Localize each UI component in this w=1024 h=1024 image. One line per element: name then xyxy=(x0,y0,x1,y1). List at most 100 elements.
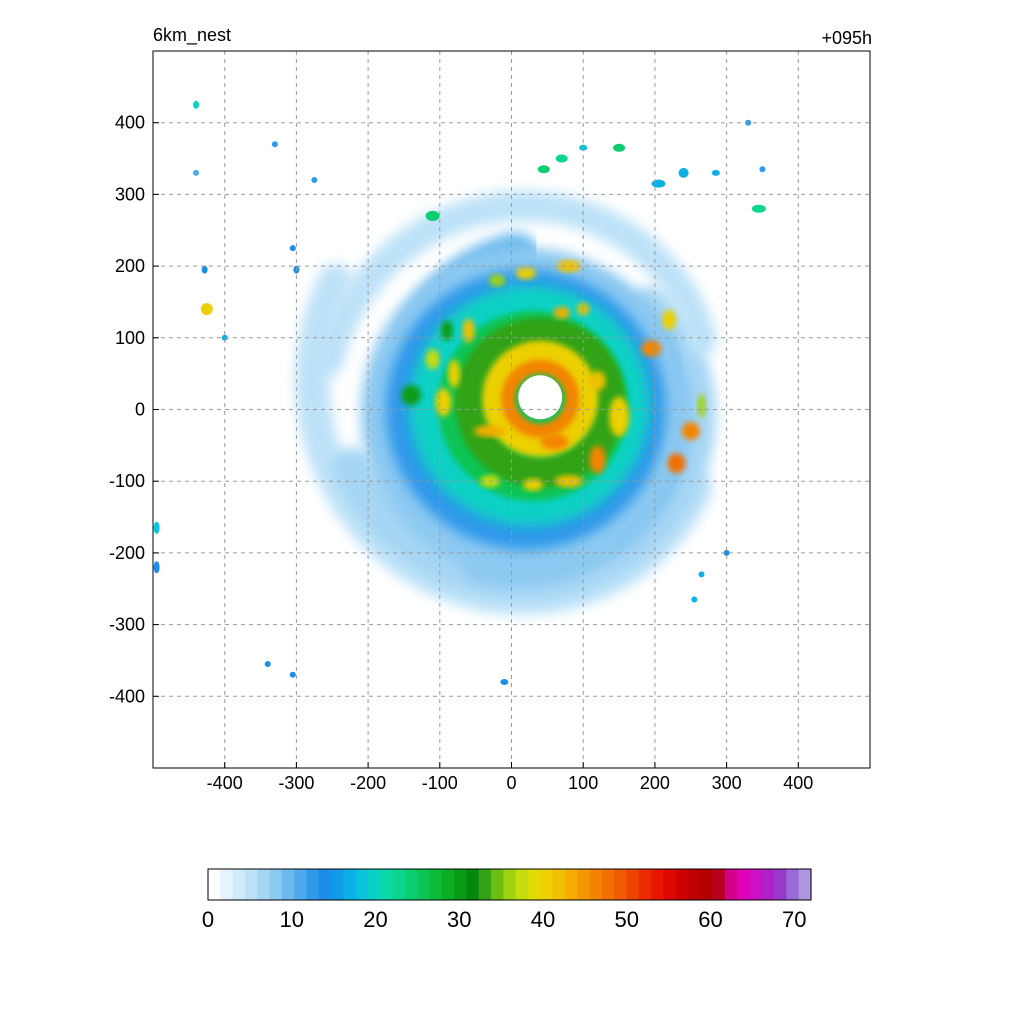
colorbar-swatch xyxy=(749,869,763,900)
colorbar-tick-label: 30 xyxy=(447,907,471,932)
x-tick-label: 200 xyxy=(640,773,670,793)
colorbar-swatch xyxy=(343,869,357,900)
colorbar-swatch xyxy=(244,869,258,900)
echo-cell xyxy=(193,169,200,176)
colorbar-swatch xyxy=(724,869,738,900)
echo-cell xyxy=(523,478,544,491)
colorbar-swatch xyxy=(466,869,480,900)
echo-cell xyxy=(264,661,271,668)
echo-cell xyxy=(193,100,200,109)
colorbar-swatch xyxy=(786,869,800,900)
echo-cell xyxy=(553,306,570,319)
colorbar-swatch xyxy=(355,869,369,900)
colorbar-swatch xyxy=(306,869,320,900)
y-tick-label: 100 xyxy=(115,328,145,348)
colorbar-swatch xyxy=(232,869,246,900)
echo-cell xyxy=(425,349,440,370)
x-tick-label: 0 xyxy=(506,773,516,793)
colorbar-swatch xyxy=(404,869,418,900)
colorbar-tick-label: 50 xyxy=(615,907,639,932)
colorbar-swatch xyxy=(577,869,591,900)
colorbar-swatch xyxy=(687,869,701,900)
colorbar-swatch xyxy=(380,869,394,900)
colorbar-swatch xyxy=(589,869,603,900)
colorbar-swatch xyxy=(441,869,455,900)
y-tick-label: -200 xyxy=(109,543,145,563)
echo-cell xyxy=(723,549,730,556)
colorbar-swatch xyxy=(700,869,714,900)
colorbar-tick-label: 0 xyxy=(202,907,214,932)
y-tick-label: 400 xyxy=(115,113,145,133)
echo-cell xyxy=(435,388,452,417)
colorbar-swatch xyxy=(552,869,566,900)
echo-cell xyxy=(759,166,766,173)
x-tick-label: 300 xyxy=(712,773,742,793)
eyewall-ring xyxy=(482,340,599,457)
echo-cell xyxy=(311,177,318,184)
x-tick-label: -400 xyxy=(207,773,243,793)
echo-cell xyxy=(556,260,581,273)
colorbar-swatch xyxy=(417,869,431,900)
colorbar-swatch xyxy=(638,869,652,900)
echo-cell xyxy=(221,334,228,341)
y-tick-label: -300 xyxy=(109,615,145,635)
colorbar-swatch xyxy=(626,869,640,900)
colorbar-swatch xyxy=(675,869,689,900)
colorbar-swatch xyxy=(367,869,381,900)
colorbar-labels: 0 10 20 30 40 50 60 70 xyxy=(202,907,807,932)
colorbar-tick-label: 20 xyxy=(363,907,387,932)
echo-cell xyxy=(489,274,506,287)
colorbar-swatch xyxy=(761,869,775,900)
colorbar-tick-label: 40 xyxy=(531,907,555,932)
echo-cell xyxy=(537,165,550,174)
colorbar-swatch xyxy=(294,869,308,900)
x-axis: -400 -300 -200 -100 0 100 200 300 400 xyxy=(207,762,813,793)
echo-cell xyxy=(473,425,506,438)
colorbar-swatch xyxy=(454,869,468,900)
y-tick-label: 300 xyxy=(115,184,145,204)
echo-cell xyxy=(289,245,296,252)
echo-cell xyxy=(751,204,766,213)
echo-cell xyxy=(462,318,475,343)
x-tick-label: -200 xyxy=(350,773,386,793)
title-right: +095h xyxy=(821,28,872,48)
echo-cell xyxy=(500,678,509,685)
echo-cell xyxy=(667,453,686,474)
colorbar-tick-label: 10 xyxy=(280,907,304,932)
echo-cell xyxy=(609,396,630,437)
colorbar-swatch xyxy=(798,869,812,900)
colorbar-swatch xyxy=(269,869,283,900)
colorbar-tick-label: 70 xyxy=(782,907,806,932)
echo-cell xyxy=(711,169,720,176)
echo-cell xyxy=(589,370,606,391)
echo-cell xyxy=(289,671,296,678)
colorbar-swatch xyxy=(220,869,234,900)
echo-cell xyxy=(698,571,705,578)
echo-cell xyxy=(651,179,666,188)
echo-cell xyxy=(271,141,278,148)
echo-cell xyxy=(678,167,689,178)
echo-cell xyxy=(425,210,440,221)
colorbar-swatch xyxy=(540,869,554,900)
reflectivity-field xyxy=(153,100,766,685)
echo-cell xyxy=(200,303,213,316)
x-tick-label: 400 xyxy=(783,773,813,793)
echo-cell xyxy=(153,521,160,534)
colorbar-swatch xyxy=(331,869,344,900)
colorbar-swatch xyxy=(208,869,221,900)
colorbar-swatch xyxy=(392,869,406,900)
echo-cell xyxy=(401,385,422,406)
colorbar-frame xyxy=(207,868,812,901)
colorbar-swatch xyxy=(491,869,504,900)
echo-cell xyxy=(440,320,453,341)
eyewall-ring xyxy=(455,317,626,488)
colorbar xyxy=(207,868,812,901)
echo-cell xyxy=(555,154,568,163)
y-tick-label: -400 xyxy=(109,686,145,706)
colorbar-swatch xyxy=(663,869,677,900)
echo-cell xyxy=(515,267,536,280)
echo-cell xyxy=(641,340,662,357)
y-tick-label: -100 xyxy=(109,471,145,491)
colorbar-swatch xyxy=(257,869,271,900)
echo-cell xyxy=(589,445,606,474)
